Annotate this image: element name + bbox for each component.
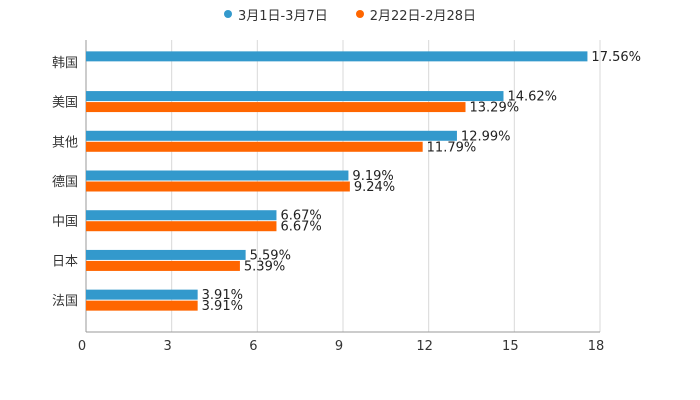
data-label: 12.99% — [461, 129, 511, 144]
bar-series-1[interactable] — [86, 249, 246, 260]
category-label: 中国 — [52, 215, 78, 230]
bar-series-2[interactable] — [86, 260, 240, 271]
data-label: 17.56% — [591, 50, 641, 65]
category-label: 美国 — [52, 96, 78, 111]
legend-item-series-1[interactable]: 3月1日-3月7日 — [223, 5, 328, 24]
data-label: 9.19% — [352, 169, 393, 184]
bar-series-1[interactable] — [86, 51, 588, 62]
data-label: 6.67% — [280, 209, 321, 224]
data-label: 9.24% — [354, 180, 395, 195]
legend-marker-series-1 — [223, 10, 232, 18]
legend-item-series-2[interactable]: 2月22日-2月28日 — [355, 5, 477, 24]
data-label: 3.91% — [202, 288, 243, 303]
data-label: 6.67% — [280, 220, 321, 235]
bar-series-1[interactable] — [86, 91, 504, 102]
x-tick-label: 6 — [249, 339, 257, 354]
x-tick-label: 3 — [164, 339, 172, 354]
data-label: 14.62% — [507, 90, 557, 105]
x-tick-label: 9 — [335, 339, 343, 354]
bar-series-2[interactable] — [86, 221, 277, 232]
bar-series-2[interactable] — [86, 141, 423, 152]
legend-label-series-1: 3月1日-3月7日 — [237, 8, 328, 24]
bar-series-1[interactable] — [86, 130, 457, 141]
data-label: 5.39% — [244, 259, 285, 274]
x-tick-label: 0 — [78, 339, 86, 354]
data-label: 5.59% — [250, 248, 291, 263]
legend-marker-series-2 — [355, 10, 364, 18]
category-label: 其他 — [52, 135, 78, 150]
legend: 3月1日-3月7日 2月22日-2月28日 — [0, 4, 700, 24]
x-tick-label: 18 — [588, 339, 605, 354]
bar-series-2[interactable] — [86, 181, 350, 192]
data-label: 13.29% — [470, 101, 520, 116]
category-label: 韩国 — [52, 56, 78, 71]
data-label: 11.79% — [427, 140, 477, 155]
bar-series-2[interactable] — [86, 102, 466, 113]
x-tick-label: 15 — [502, 339, 519, 354]
data-label: 3.91% — [202, 299, 243, 314]
category-label: 德国 — [52, 175, 78, 190]
category-label: 法国 — [52, 294, 78, 309]
category-label: 日本 — [52, 254, 78, 269]
legend-label-series-2: 2月22日-2月28日 — [369, 8, 477, 24]
bar-series-2[interactable] — [86, 300, 198, 311]
bar-series-1[interactable] — [86, 210, 277, 221]
bar-series-1[interactable] — [86, 289, 198, 300]
bar-series-1[interactable] — [86, 170, 349, 181]
x-tick-label: 12 — [416, 339, 433, 354]
